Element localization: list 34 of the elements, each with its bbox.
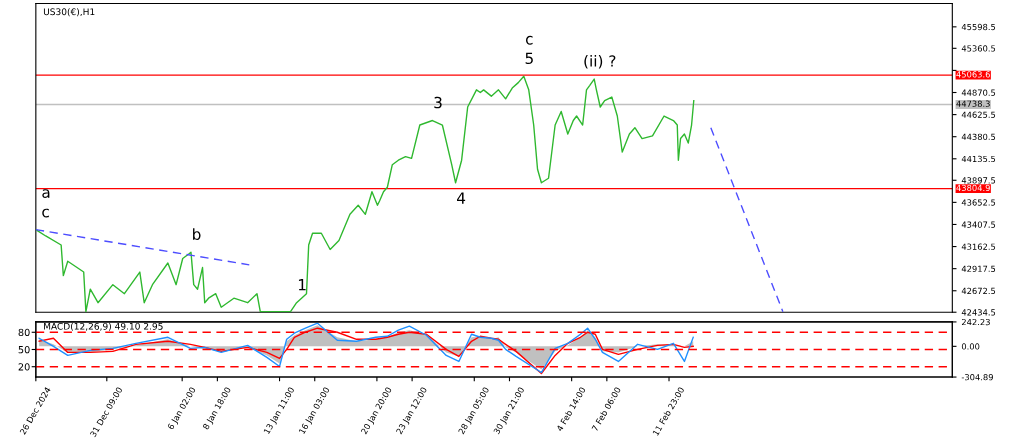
y-tick-label: 42672.5: [961, 287, 996, 295]
y-tick-label: 44625.5: [961, 111, 996, 118]
chart-title: US30(€),H1: [43, 8, 95, 17]
ref-line-label: 45063.6: [956, 71, 990, 78]
y2-tick-label: 20: [18, 363, 30, 371]
annotation: b: [193, 228, 201, 240]
y2-tick-label: 50: [18, 345, 30, 354]
ref-line-label: 43804.9: [956, 184, 990, 192]
ref-line-label: 44738.3: [956, 100, 990, 107]
y-tick-label: 43407.5: [961, 221, 996, 228]
y-tick-label: -304.89: [961, 374, 993, 381]
y2-tick-label: 80: [18, 328, 30, 337]
annotation: 3: [434, 96, 442, 109]
y-tick-label: 42434.5: [961, 309, 996, 316]
annotation: c: [42, 208, 49, 218]
y-tick-label: 0.00: [961, 343, 980, 350]
line-series: [35, 75, 695, 313]
y-tick-label: 45360.5: [961, 45, 996, 52]
chart-title: MACD(12,26,9) 49.10 2.95: [44, 322, 163, 331]
annotation: c: [525, 35, 533, 45]
annotation: 1: [298, 279, 306, 291]
annotation: 5: [525, 52, 533, 65]
annotation: a: [42, 189, 50, 198]
annotation: (ii) ?: [584, 54, 616, 69]
y-tick-label: 43897.5: [961, 177, 996, 184]
y-tick-label: 43652.5: [961, 199, 996, 206]
y-tick-label: 43162.5: [961, 243, 996, 250]
y-tick-label: 44870.5: [961, 89, 996, 96]
y-tick-label: 44135.5: [961, 155, 996, 163]
y-tick-label: 45598.5: [961, 23, 996, 31]
annotation: 4: [457, 192, 466, 204]
y-tick-label: 42917.5: [961, 265, 996, 272]
y-tick-label: 242.23: [961, 318, 990, 326]
y-tick-label: 44380.5: [961, 133, 996, 140]
